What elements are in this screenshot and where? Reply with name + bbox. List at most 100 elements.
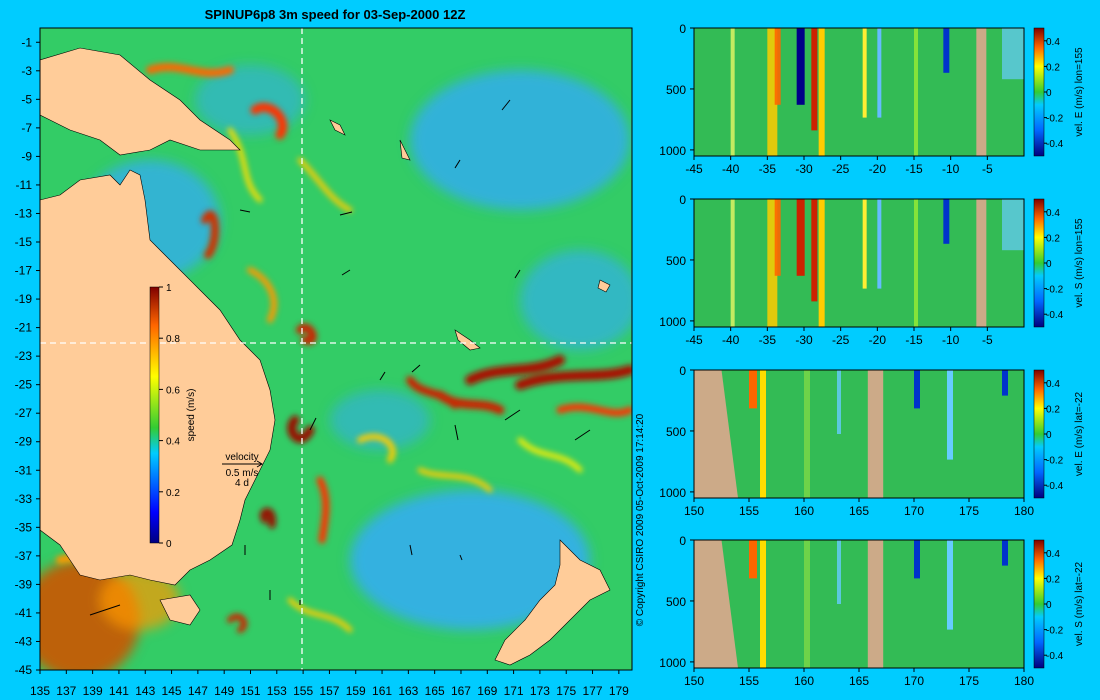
section-colorbar-tick-label: 0.4 (1046, 208, 1060, 219)
map-ytick-label: -17 (15, 264, 33, 278)
section-xtick-label: -15 (905, 333, 923, 347)
map-xtick-label: 151 (240, 684, 260, 698)
velocity-key-label: velocity (225, 452, 258, 463)
section-ytick-label: 500 (666, 595, 686, 609)
section-xtick-label: -20 (869, 162, 887, 176)
section-xtick-label: 180 (1014, 674, 1034, 688)
section-ytick-label: 0 (679, 193, 686, 207)
section-ytick-label: 1000 (659, 486, 686, 500)
speed-map (20, 28, 640, 680)
map-ytick-label: -9 (21, 149, 32, 163)
section-xtick-label: 175 (959, 674, 979, 688)
map-ytick-label: -3 (21, 64, 32, 78)
section-colorbar-tick-label: 0 (1046, 259, 1052, 270)
section-colorbar-tick-label: 0.4 (1046, 549, 1060, 560)
section-xtick-label: 180 (1014, 504, 1034, 518)
section-xtick-label: -35 (759, 333, 777, 347)
map-xtick-label: 173 (530, 684, 550, 698)
map-ytick-label: -15 (15, 235, 33, 249)
section-ytick-label: 1000 (659, 144, 686, 158)
velocity-key-days: 4 d (235, 478, 249, 489)
map-xtick-label: 165 (425, 684, 445, 698)
section-xtick-label: -35 (759, 162, 777, 176)
section-ytick-label: 0 (679, 364, 686, 378)
section-colorbar (1034, 540, 1044, 668)
section-xtick-label: -25 (832, 162, 850, 176)
section-panel: 0 500 1000 -45 -40 -35 -30 -25 -20 -15 -10 -5 0.4 0.2… (659, 193, 1085, 347)
map-ytick-label: -21 (15, 321, 33, 335)
map-title: SPINUP6p8 3m speed for 03-Sep-2000 12Z (205, 7, 466, 22)
section-colorbar-tick-label: 0.2 (1046, 404, 1060, 415)
map-xtick-label: 171 (504, 684, 524, 698)
map-ytick-label: -43 (15, 634, 33, 648)
section-ytick-label: 500 (666, 425, 686, 439)
section-xtick-label: 175 (959, 504, 979, 518)
map-ytick-label: -29 (15, 435, 33, 449)
section-xtick-label: 150 (684, 674, 704, 688)
section-colorbar-tick-label: 0 (1046, 600, 1052, 611)
map-colorbar-tick-label: 1 (166, 283, 172, 294)
map-ytick-label: -19 (15, 292, 33, 306)
section-colorbar-tick-label: 0.2 (1046, 62, 1060, 73)
section-heatmap (694, 540, 1024, 668)
section-panel: 0 500 1000 -45 -40 -35 -30 -25 -20 -15 -10 -5 0.4 0.2… (659, 22, 1085, 176)
section-colorbar-tick-label: 0.2 (1046, 574, 1060, 585)
section-xtick-label: -20 (869, 333, 887, 347)
map-xtick-label: 161 (372, 684, 392, 698)
section-colorbar-tick-label: 0.2 (1046, 233, 1060, 244)
map-colorbar-tick-label: 0 (166, 539, 172, 550)
map-colorbar-tick-label: 0.4 (166, 437, 180, 448)
section-ytick-label: 500 (666, 254, 686, 268)
section-xtick-label: 170 (904, 504, 924, 518)
map-xtick-label: 167 (451, 684, 471, 698)
section-ytick-label: 0 (679, 534, 686, 548)
section-colorbar-tick-label: 0 (1046, 88, 1052, 99)
section-colorbar-tick-label: -0.4 (1046, 651, 1064, 662)
section-xtick-label: -5 (982, 162, 993, 176)
map-xtick-label: 163 (398, 684, 418, 698)
section-ytick-label: 1000 (659, 315, 686, 329)
map-colorbar (150, 287, 159, 543)
map-ytick-label: -23 (15, 349, 33, 363)
map-colorbar-tick-label: 0.2 (166, 488, 180, 499)
section-xtick-label: 155 (739, 674, 759, 688)
section-colorbar-label: vel. S (m/s) lon=155 (1074, 218, 1085, 308)
section-colorbar-tick-label: -0.4 (1046, 139, 1064, 150)
map-ytick-label: -31 (15, 463, 33, 477)
section-xtick-label: 165 (849, 674, 869, 688)
section-xtick-label: 155 (739, 504, 759, 518)
map-xtick-label: 153 (267, 684, 287, 698)
section-colorbar-tick-label: -0.2 (1046, 456, 1064, 467)
map-colorbar-label: speed (m/s) (186, 389, 197, 442)
section-colorbar-tick-label: 0.4 (1046, 379, 1060, 390)
map-xtick-label: 143 (135, 684, 155, 698)
map-xtick-label: 139 (83, 684, 103, 698)
section-colorbar (1034, 370, 1044, 498)
map-ytick-label: -45 (15, 663, 33, 677)
section-xtick-label: 160 (794, 504, 814, 518)
map-colorbar-tick-label: 0.8 (166, 334, 180, 345)
map-xtick-label: 177 (583, 684, 603, 698)
section-xtick-label: -45 (685, 333, 703, 347)
section-heatmap (694, 28, 1032, 156)
copyright: © Copyright CSIRO 2009 05-Oct-2009 17:14… (635, 413, 646, 626)
section-xtick-label: -5 (982, 333, 993, 347)
section-colorbar (1034, 28, 1044, 156)
map-ytick-label: -37 (15, 549, 33, 563)
map-ytick-label: -33 (15, 492, 33, 506)
map-xtick-label: 157 (319, 684, 339, 698)
map-xtick-label: 135 (30, 684, 50, 698)
section-xtick-label: -40 (722, 162, 740, 176)
section-xtick-label: -15 (905, 162, 923, 176)
section-heatmap (694, 199, 1032, 327)
section-xtick-label: -25 (832, 333, 850, 347)
map-colorbar-tick-label: 0.6 (166, 385, 180, 396)
map-ytick-label: -39 (15, 577, 33, 591)
section-colorbar-tick-label: -0.4 (1046, 481, 1064, 492)
section-ytick-label: 0 (679, 22, 686, 36)
section-panel: 0 500 1000 150 155 160 165 170 175 180 0.4 0.2 0 -0.2… (659, 364, 1085, 518)
map-ytick-label: -13 (15, 206, 33, 220)
map-xtick-label: 145 (162, 684, 182, 698)
section-xtick-label: 160 (794, 674, 814, 688)
